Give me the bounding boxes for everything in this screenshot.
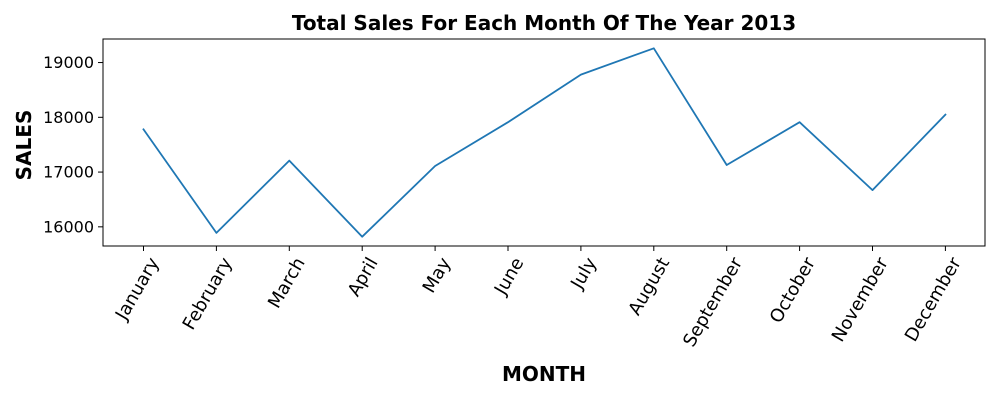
x-tick-label: February (179, 254, 237, 334)
y-tick-label: 19000 (43, 53, 94, 72)
x-tick-label: March (264, 254, 310, 312)
x-tick-label: October (766, 253, 821, 326)
x-tick-label: August (624, 254, 674, 319)
y-tick-label: 18000 (43, 108, 94, 127)
y-tick-label: 17000 (43, 163, 94, 182)
x-tick-label: June (490, 254, 528, 299)
series-layer (142, 47, 947, 238)
x-tick-label: January (111, 254, 164, 325)
y-axis-label: SALES (12, 110, 36, 181)
plot-frame (102, 38, 986, 247)
x-tick-label: July (566, 254, 601, 294)
x-tick-label: September (679, 253, 747, 350)
x-axis-label: MONTH (502, 362, 586, 386)
x-tick-label: December (901, 253, 966, 345)
y-tick-label: 16000 (43, 217, 94, 236)
x-tick-label: November (828, 253, 893, 345)
chart-title: Total Sales For Each Month Of The Year 2… (292, 11, 796, 35)
x-tick-label: April (344, 254, 383, 300)
x-tick-label: May (419, 254, 456, 297)
ticks-layer: 16000 17000 18000 19000 January February March… (43, 53, 966, 351)
series-line (142, 47, 947, 238)
